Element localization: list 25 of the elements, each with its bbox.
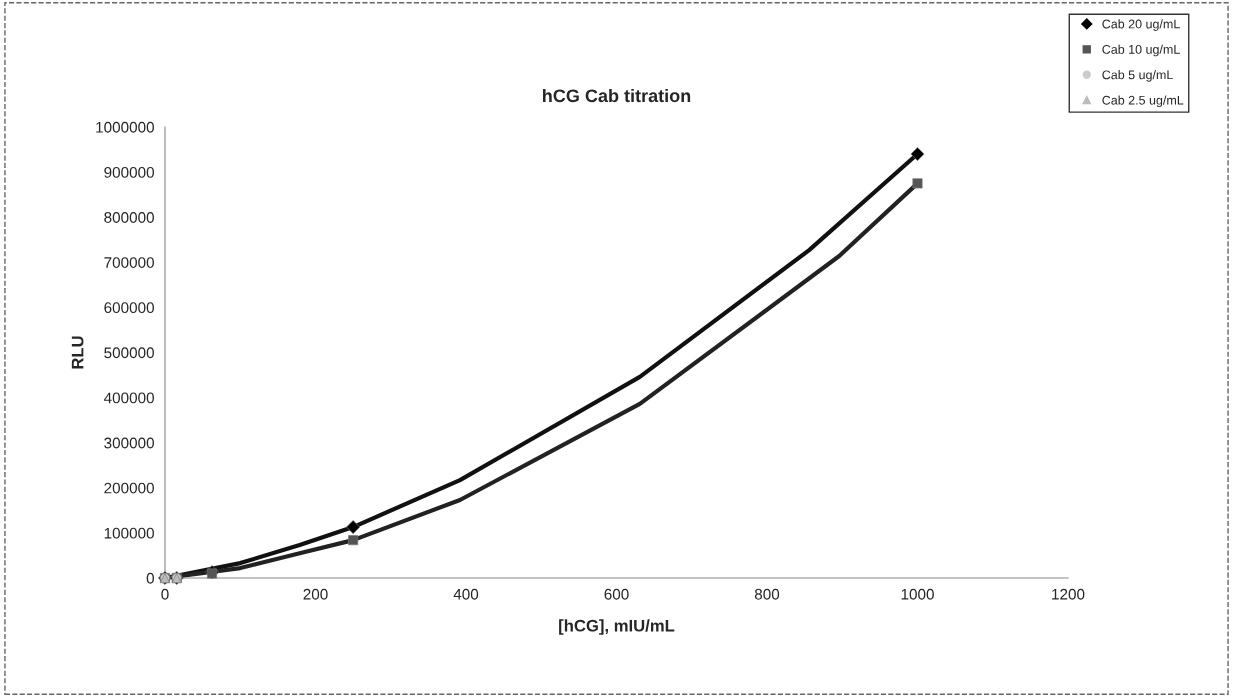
x-axis-title: [hCG], mIU/mL — [559, 619, 675, 635]
x-tick-label: 1000 — [901, 588, 934, 600]
x-tick-label: 200 — [303, 588, 328, 600]
x-tick-label: 800 — [754, 588, 780, 600]
y-tick-label: 400000 — [103, 392, 154, 404]
y-tick-label: 300000 — [104, 437, 154, 449]
x-tick-label: 1200 — [1052, 588, 1085, 600]
x-tick-label: 600 — [604, 588, 629, 600]
y-tick-label: 800000 — [104, 212, 154, 223]
y-tick-label: 1000000 — [96, 121, 154, 133]
x-tick-label: 0 — [161, 588, 169, 600]
y-tick-label: 700000 — [104, 257, 154, 268]
legend-label: Cab 2.5 ug/mL — [1102, 95, 1184, 108]
y-tick-label: 0 — [146, 572, 154, 584]
y-tick-label: 100000 — [104, 527, 154, 539]
y-tick-label: 900000 — [104, 166, 154, 178]
y-tick-label: 200000 — [104, 482, 154, 494]
y-tick-label: 600000 — [104, 302, 154, 314]
legend-label: Cab 10 ug/mL — [1102, 44, 1180, 57]
legend-label: Cab 5 ug/mL — [1102, 70, 1173, 82]
legend-label: Cab 20 ug/mL — [1102, 19, 1180, 31]
y-tick-label: 500000 — [104, 347, 154, 359]
x-tick-label: 400 — [453, 588, 479, 600]
y-axis-title: RLU — [71, 336, 84, 369]
chart-title: hCG Cab titration — [543, 88, 691, 103]
